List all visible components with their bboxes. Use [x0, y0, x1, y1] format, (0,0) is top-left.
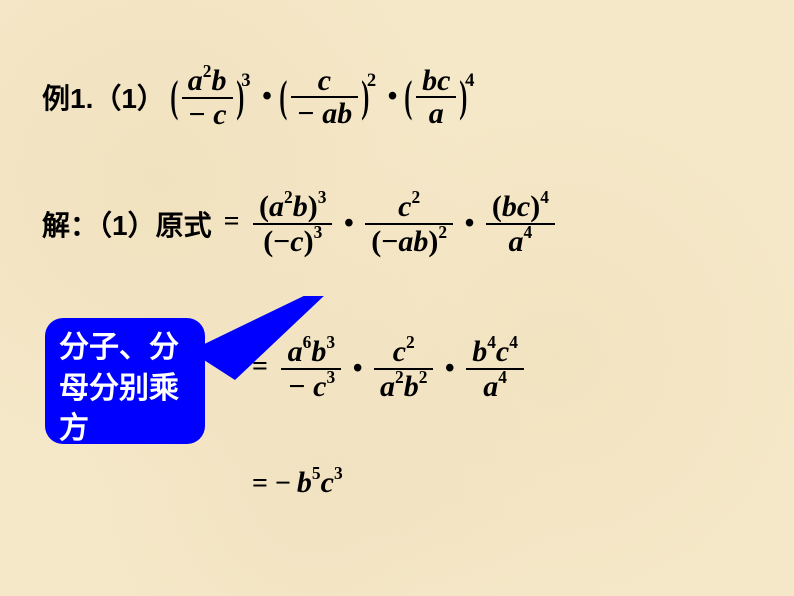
problem-expr: (a2b− c)3 •(c− ab)2 •(bca)4 — [167, 64, 474, 130]
callout-box: 分子、分母分别乘方 — [45, 318, 205, 444]
step2-expr: = a6b3− c3 • c2a2b2 • b4c4a4 — [246, 335, 524, 402]
result-expr: = −b5c3 — [246, 465, 343, 500]
step1-expr: = (a2b)3(−c)3 • c2(−ab)2 • (bc)4a4 — [218, 190, 555, 257]
callout-text: 分子、分母分别乘方 — [59, 331, 179, 445]
solution-label: 解：（1）原式 — [42, 204, 212, 244]
example-label: 例1.（1） — [42, 77, 165, 117]
